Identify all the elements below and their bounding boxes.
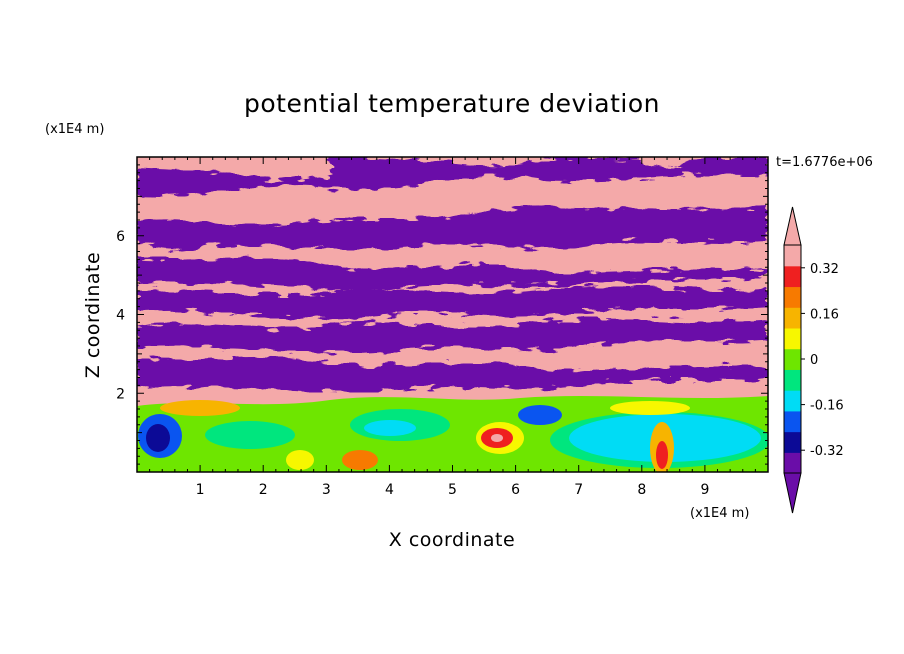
time-label: t=1.6776e+06: [776, 155, 873, 170]
colorbar-swatch: [784, 390, 801, 412]
x-axis-label: X coordinate: [389, 529, 515, 551]
contour-band: [137, 357, 768, 393]
y-axis-ticks: 2 4 6: [116, 164, 768, 465]
colorbar-swatch: [784, 348, 801, 370]
colorbar-tick-label: -0.32: [810, 444, 844, 459]
y-tick-label: 6: [116, 229, 125, 245]
contour-band: [137, 206, 768, 250]
y-unit-label: (x1E4 m): [45, 122, 104, 137]
x-tick-label: 4: [385, 482, 394, 498]
colorbar-swatch: [784, 369, 801, 391]
x-tick-label: 1: [196, 482, 205, 498]
contour-band: [137, 286, 768, 319]
x-tick-label: 7: [574, 482, 583, 498]
colorbar-swatch: [784, 410, 801, 433]
colorbar-tick-label: -0.16: [810, 399, 844, 414]
colorbar-swatch: [784, 245, 801, 267]
x-axis-ticks: 1 2 3 4 5 6 7 8 9: [149, 157, 756, 498]
contour-band: [610, 401, 690, 415]
colorbar-swatch: [784, 307, 801, 329]
colorbar: 0.32 0.16 0 -0.16 -0.32: [783, 206, 844, 514]
colorbar-swatch: [784, 286, 801, 308]
x-tick-label: 9: [700, 482, 709, 498]
y-tick-label: 2: [116, 386, 125, 402]
x-tick-label: 3: [322, 482, 331, 498]
contour-band: [518, 405, 562, 425]
contour-band: [342, 450, 378, 470]
contour-band: [137, 257, 768, 291]
contour-band: [137, 157, 768, 197]
colorbar-swatch: [784, 327, 801, 350]
chart-title: potential temperature deviation: [244, 89, 660, 118]
colorbar-tick-label: 0: [810, 353, 818, 368]
contour-band: [137, 318, 768, 354]
contour-band: [205, 421, 295, 449]
colorbar-over-arrow: [783, 206, 802, 246]
contour-band: [146, 424, 170, 452]
x-unit-label: (x1E4 m): [690, 506, 749, 521]
x-tick-label: 8: [637, 482, 646, 498]
contour-band: [656, 441, 668, 469]
contour-band: [160, 400, 240, 416]
colorbar-tick-label: 0.16: [810, 307, 839, 322]
contour-field: [137, 157, 768, 472]
x-tick-label: 2: [259, 482, 268, 498]
colorbar-tick-label: 0.32: [810, 262, 839, 277]
colorbar-swatch: [784, 265, 801, 288]
contour-band: [491, 434, 503, 442]
contour-band: [286, 450, 314, 470]
contour-band: [364, 420, 416, 436]
y-tick-label: 4: [116, 308, 125, 324]
x-tick-label: 6: [511, 482, 520, 498]
y-axis-label: Z coordinate: [82, 252, 104, 378]
x-tick-label: 5: [448, 482, 457, 498]
colorbar-under-arrow: [783, 472, 802, 514]
colorbar-swatch: [784, 452, 801, 474]
colorbar-swatch: [784, 431, 801, 453]
